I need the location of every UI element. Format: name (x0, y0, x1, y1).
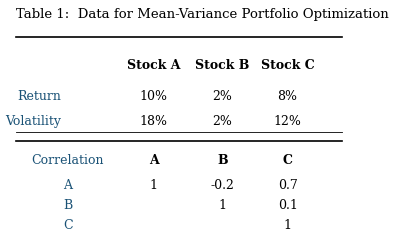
Text: 1: 1 (150, 179, 158, 192)
Text: B: B (63, 199, 73, 212)
Text: 0.7: 0.7 (278, 179, 297, 192)
Text: Stock B: Stock B (195, 59, 249, 72)
Text: Stock C: Stock C (261, 59, 314, 72)
Text: 10%: 10% (140, 90, 168, 103)
Text: 8%: 8% (278, 90, 297, 103)
Text: 1: 1 (284, 219, 292, 232)
Text: A: A (64, 179, 72, 192)
Text: Volatility: Volatility (5, 114, 61, 128)
Text: Return: Return (17, 90, 61, 103)
Text: -0.2: -0.2 (211, 179, 234, 192)
Text: 2%: 2% (212, 90, 232, 103)
Text: 0.1: 0.1 (278, 199, 297, 212)
Text: Correlation: Correlation (32, 154, 104, 168)
Text: Stock A: Stock A (127, 59, 180, 72)
Text: 1: 1 (218, 199, 226, 212)
Text: 18%: 18% (140, 114, 168, 128)
Text: C: C (63, 219, 73, 232)
Text: C: C (282, 154, 292, 168)
Text: 2%: 2% (212, 114, 232, 128)
Text: A: A (149, 154, 159, 168)
Text: 12%: 12% (274, 114, 301, 128)
Text: B: B (217, 154, 228, 168)
Text: Table 1:  Data for Mean-Variance Portfolio Optimization: Table 1: Data for Mean-Variance Portfoli… (17, 8, 389, 21)
